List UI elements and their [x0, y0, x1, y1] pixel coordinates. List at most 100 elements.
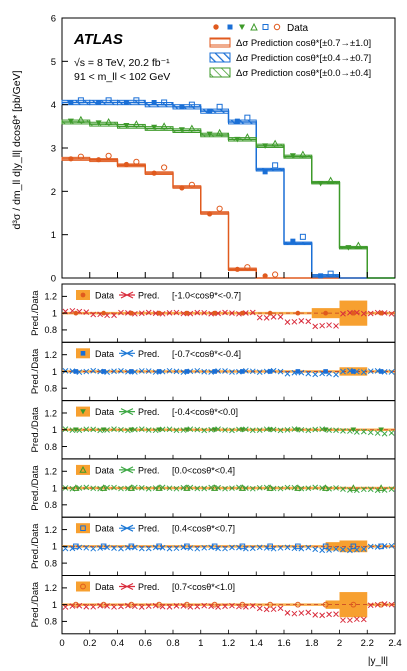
ratio-data-point-4-5 [211, 543, 218, 550]
legend-marker-square-filled [227, 24, 233, 30]
ratio-y-label-4: Pred./Data [30, 523, 41, 569]
ratio-data-point-0-7 [267, 310, 273, 316]
ratio-data-point-4-4 [184, 543, 190, 550]
data-point-low-filled-1 [95, 120, 102, 126]
ratio-data-point-5-9 [322, 601, 329, 608]
x-axis-label: |y_ll| [368, 656, 388, 667]
ratio-band-box-5-0 [325, 600, 340, 609]
ratio-legend-pred-label-2: Pred. [138, 407, 160, 417]
ratio-data-point-0-10 [350, 310, 356, 316]
data-point-high-open-0 [77, 153, 84, 160]
ratio-data-point-5-3 [156, 601, 163, 608]
data-point-low-open-4 [188, 124, 196, 132]
ratio-data-point-2-11 [378, 427, 384, 433]
x-tick-label-11: 2.2 [361, 638, 374, 649]
ratio-legend-data-label-5: Data [95, 582, 114, 592]
ratio-data-point-4-2 [128, 543, 135, 550]
ratio-y-label-3: Pred./Data [30, 465, 41, 511]
ratio-legend-cos-label-2: [-0.4<cosθ*<0.0] [172, 407, 238, 417]
ratio-data-point-1-5 [212, 369, 217, 374]
ratio-legend-pred-icon-2 [119, 408, 135, 416]
x-axis-ticks: 0 0.2 0.4 0.6 0.8 1 1.2 1.4 1.6 1.8 2 2.2 2.4 [59, 272, 402, 649]
data-point-mid-filled-1 [96, 100, 102, 105]
ratio-data-point-1-1 [101, 369, 106, 374]
ratio-legend-cos-label-3: [0.0<cosθ*<0.4] [172, 465, 235, 475]
ratio-data-point-2-6 [239, 427, 246, 433]
atlas-label: ATLAS [73, 31, 123, 48]
ratio-data-point-5-0 [72, 601, 79, 608]
ratio-data-point-3-1 [99, 484, 108, 491]
ratio-data-point-4-6 [239, 543, 246, 550]
ratio-data-point-0-2 [128, 310, 134, 316]
ratio-data-point-5-1 [100, 601, 107, 608]
data-point-mid-open-7 [272, 162, 279, 169]
x-tick-label-7: 1.4 [250, 638, 263, 649]
ratio-legend-marker-4 [80, 525, 86, 532]
ratio-legend-pred-label-1: Pred. [138, 349, 160, 359]
main-y-axis-label: d³σ / dm_ll d|y_ll| dcosθ* [pb/GeV] [11, 70, 23, 229]
ratio-y-tick-label-4-0: 0.8 [44, 558, 57, 568]
ratio-pred-crosses-1 [62, 367, 395, 378]
ratio-band-3 [62, 486, 395, 490]
data-point-low-filled-9 [317, 181, 324, 187]
ratio-legend-band-5 [76, 581, 90, 592]
ratio-data-point-0-11 [378, 310, 384, 316]
x-tick-label-1: 0.2 [83, 638, 96, 649]
ratio-y-tick-label-2-1: 1 [52, 425, 57, 435]
ratio-band-2 [62, 428, 395, 432]
x-tick-label-10: 2 [337, 638, 342, 649]
ratio-data-point-5-8 [294, 601, 301, 608]
main-y-tick-label-5: 5 [51, 57, 56, 68]
energy-label: √s = 8 TeV, 20.2 fb⁻¹ [74, 57, 170, 69]
x-tick-label-5: 1 [198, 638, 203, 649]
ratio-data-point-5-2 [128, 601, 135, 608]
ratio-data-point-2-10 [350, 427, 357, 433]
mass-label: 91 < m_ll < 102 GeV [74, 71, 170, 83]
data-point-mid-open-2 [133, 97, 140, 104]
ratio-band-5 [62, 603, 395, 606]
legend-data-label: Data [287, 23, 309, 34]
ratio-legend-data-label-3: Data [95, 465, 114, 475]
ratio-data-point-0-8 [295, 310, 301, 316]
data-point-low-filled-3 [151, 124, 158, 131]
pred-step-high [62, 158, 395, 279]
ratio-data-point-0-0 [73, 310, 79, 316]
ratio-data-point-2-8 [295, 427, 301, 433]
data-point-high-filled-2 [123, 161, 129, 168]
data-point-mid-filled-5 [207, 108, 213, 114]
ratio-data-point-4-0 [73, 543, 79, 550]
data-point-low-open-6 [243, 133, 252, 141]
data-point-low-open-1 [104, 117, 113, 125]
ratio-data-point-3-5 [210, 484, 219, 491]
ratio-band-box-4-1 [339, 540, 368, 553]
data-point-high-filled-0 [68, 156, 74, 162]
ratio-legend-pred-label-4: Pred. [138, 524, 160, 534]
ratio-data-point-4-10 [350, 543, 357, 550]
x-tick-label-12: 2.4 [388, 638, 401, 649]
data-point-mid-open-3 [161, 99, 168, 106]
ratio-data-point-2-3 [156, 427, 162, 433]
ratio-legend-data-label-0: Data [95, 291, 114, 301]
data-point-low-open-8 [299, 150, 307, 158]
ratio-data-point-5-6 [239, 601, 246, 608]
ratio-data-point-3-10 [349, 484, 358, 491]
legend-pred-swatch-mid [209, 52, 231, 63]
ratio-band-0 [62, 311, 395, 315]
ratio-data-point-2-1 [100, 427, 107, 433]
ratio-legend-marker-5 [80, 583, 86, 590]
data-point-mid-open-6 [244, 114, 251, 121]
data-point-low-open-2 [132, 120, 141, 128]
data-point-mid-filled-9 [318, 273, 324, 279]
x-tick-label-8: 1.6 [277, 638, 290, 649]
ratio-y-label-5: Pred./Data [30, 581, 41, 627]
ratio-data-point-1-0 [73, 369, 79, 374]
data-point-low-open-3 [160, 122, 168, 130]
ratio-legend-pred-icon-0 [119, 291, 135, 299]
main-series-group [61, 99, 395, 279]
main-y-tick-label-4: 4 [51, 100, 56, 111]
ratio-data-point-2-4 [184, 427, 190, 433]
